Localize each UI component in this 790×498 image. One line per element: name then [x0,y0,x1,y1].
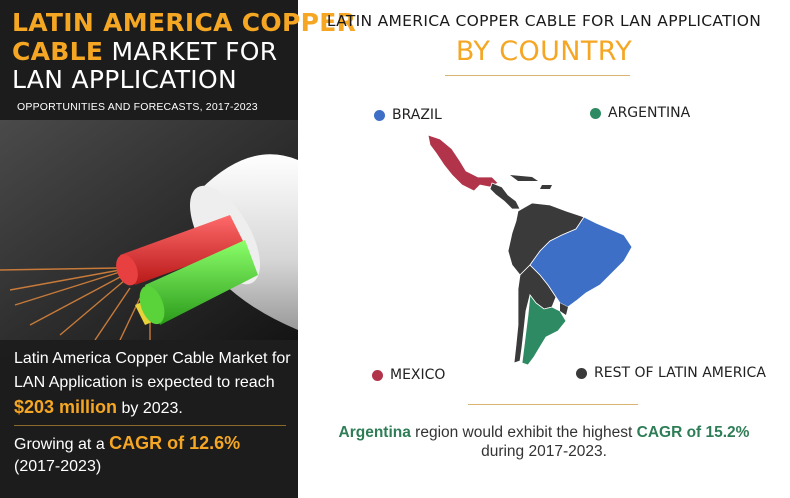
copper-cable-illustration [0,120,298,340]
title-underline [445,75,630,76]
market-value: $203 million [14,397,118,417]
left-panel [0,0,298,498]
map-title: LATIN AMERICA COPPER CABLE FOR LAN APPLI… [326,12,762,30]
legend-rest-of-latin-america: REST OF LATIN AMERICA [576,365,766,381]
map-argentina [521,293,567,366]
legend-dot-rest [576,367,587,379]
report-title-line3: LAN APPLICATION [12,65,237,94]
legend-dot-argentina [590,107,601,119]
report-subtitle: OPPORTUNITIES AND FORECASTS, 2017-2023 [17,101,258,113]
summary-divider [14,425,286,426]
map-mexico [427,134,499,192]
forecast-period: (2017-2023) [14,458,102,475]
highlight-country: Argentina [338,424,411,441]
latin-america-map [427,134,633,366]
note-divider [468,404,638,405]
summary-block [0,340,298,498]
highlight-note-line1: Argentina region would exhibit the highe… [338,424,750,441]
legend-argentina: ARGENTINA [590,105,690,121]
highlight-cagr: CAGR of 15.2% [636,424,750,441]
cagr-value: CAGR of 12.6% [109,433,241,453]
growth-line: Growing at a CAGR of 12.6% [14,433,241,453]
map-brazil [529,216,633,308]
map-central-america [489,182,521,210]
report-title-line2: CABLE MARKET FOR [12,37,278,66]
highlight-note-line2: during 2017-2023. [481,443,607,460]
report-title-line1: LATIN AMERICA COPPER [12,8,357,37]
summary-line1: Latin America Copper Cable Market for [14,350,291,367]
legend-dot-brazil [374,109,385,121]
summary-value-line: $203 million by 2023. [14,397,183,417]
summary-line2: LAN Application is expected to reach [14,374,275,391]
legend-mexico: MEXICO [372,367,445,383]
header-block [0,0,298,120]
map-subtitle: BY COUNTRY [455,36,633,67]
legend-brazil: BRAZIL [374,107,442,123]
legend-dot-mexico [372,369,383,381]
